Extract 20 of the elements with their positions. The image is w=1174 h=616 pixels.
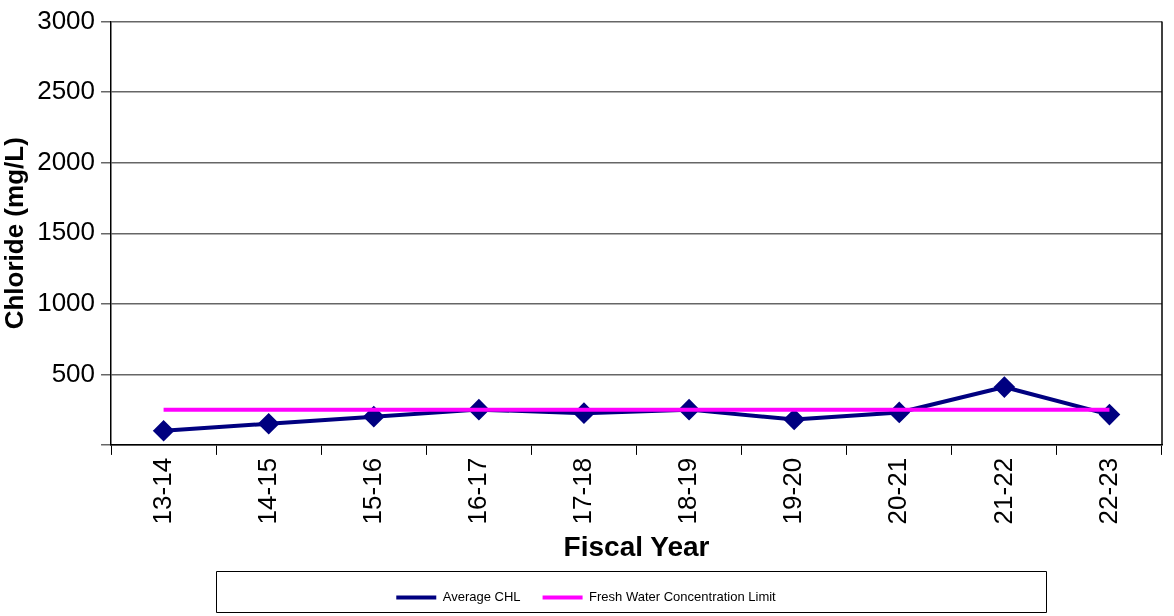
x-tick-label: 14-15 [251, 457, 282, 525]
x-tick-label: 19-20 [777, 457, 808, 525]
x-tick-label: 15-16 [356, 457, 387, 525]
y-tick-label: 3000 [37, 4, 96, 35]
x-tick-label: 22-23 [1092, 457, 1123, 525]
y-tick-label: 2000 [37, 145, 96, 176]
legend-label: Fresh Water Concentration Limit [589, 589, 777, 605]
x-tick-label: 17-18 [567, 457, 598, 525]
y-tick-label: 1500 [37, 216, 96, 247]
x-tick-label: 13-14 [146, 457, 177, 525]
x-axis-title: Fiscal Year [563, 530, 710, 562]
legend-label: Average CHL [442, 589, 521, 605]
y-tick-label: 2500 [37, 75, 96, 106]
x-tick-label: 20-21 [882, 457, 913, 525]
x-tick-label: 18-19 [672, 457, 703, 525]
y-tick-label: 1000 [37, 286, 96, 317]
x-tick-label: 16-17 [462, 457, 493, 525]
y-axis-title: Chloride (mg/L) [0, 137, 29, 330]
y-tick-label: 500 [51, 357, 96, 388]
x-tick-label: 21-22 [987, 457, 1018, 525]
